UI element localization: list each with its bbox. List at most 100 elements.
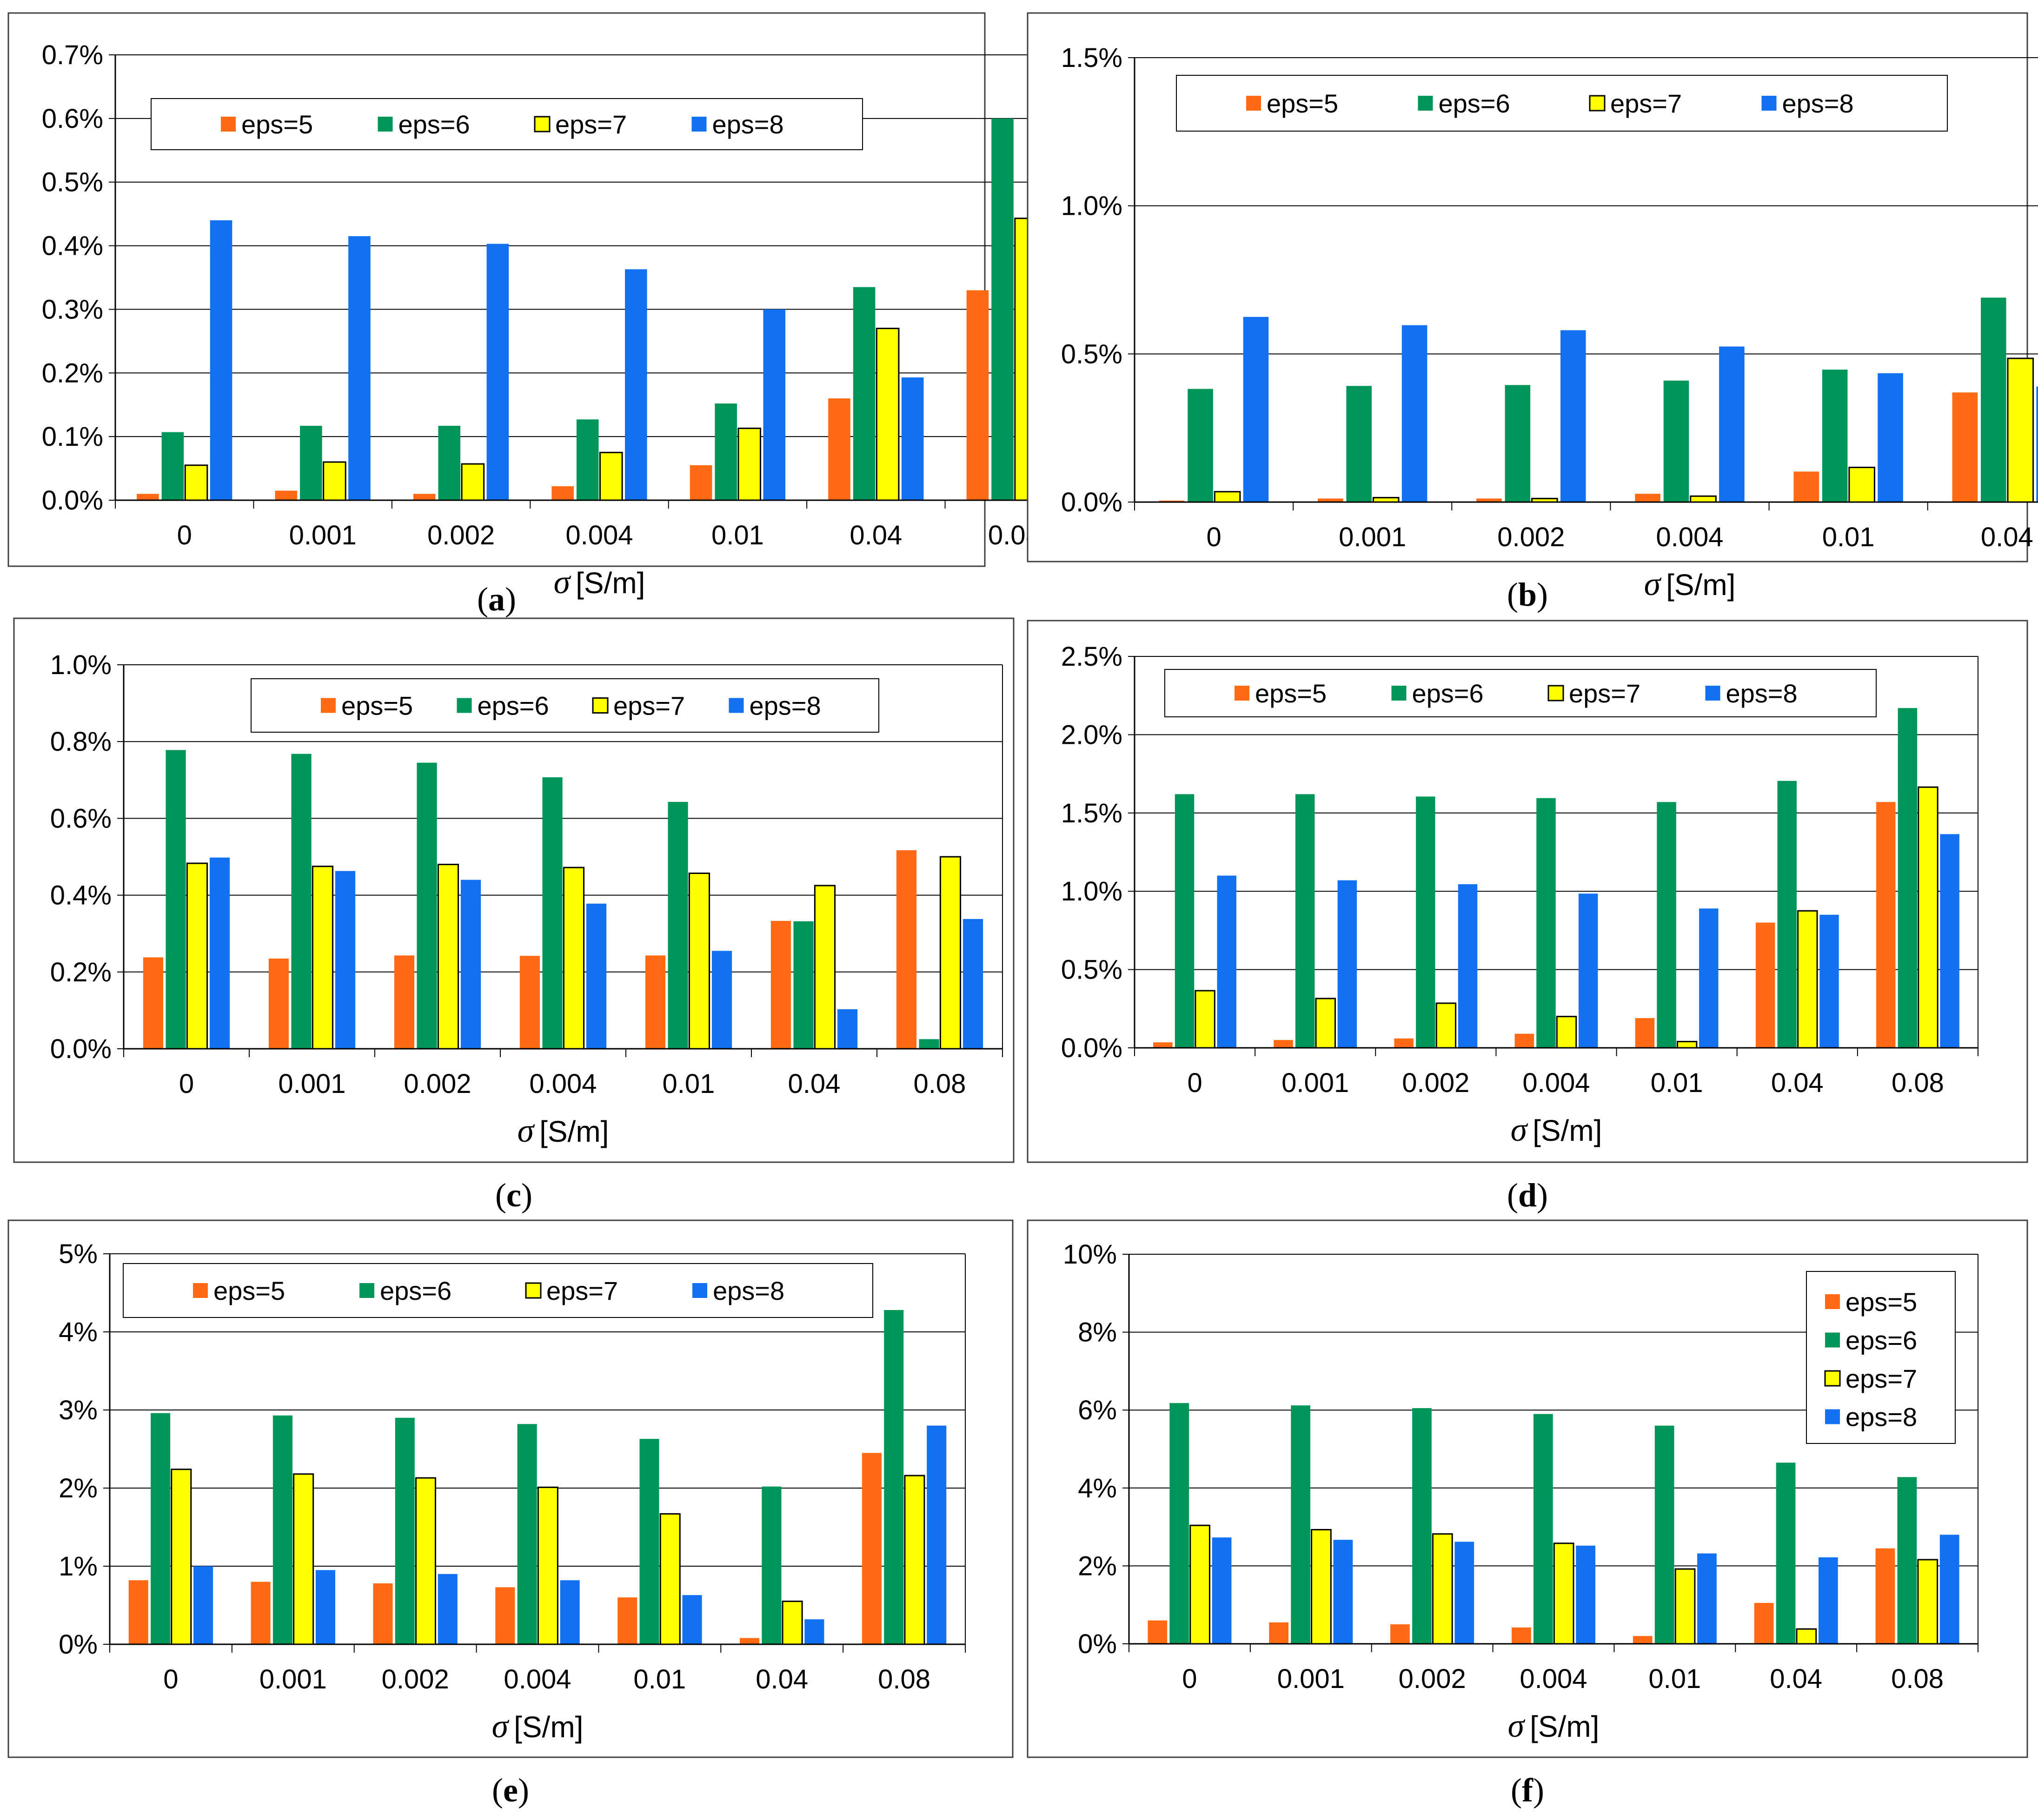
bar-eps6-0.002	[417, 762, 437, 1049]
bar-eps6-0.04	[793, 921, 814, 1049]
y-tick-label: 0.6%	[42, 104, 103, 134]
legend: eps=5 eps=6 eps=7 eps=8	[1164, 669, 1877, 717]
bar-eps8-0	[1243, 317, 1269, 502]
bar-eps7-0	[184, 464, 208, 501]
bar-eps8-0.004	[1576, 1545, 1595, 1644]
y-tick-label: 0.6%	[50, 803, 112, 834]
panel-letter: f	[1522, 1772, 1533, 1809]
x-tick-label: 0.001	[278, 1069, 345, 1099]
y-tick-label: 6%	[1078, 1395, 1117, 1425]
bar-eps6-0.001	[1295, 794, 1315, 1048]
bar-eps8-0.001	[335, 871, 356, 1049]
x-tick-label: 0.001	[1339, 522, 1406, 552]
bar-eps7-0.04	[782, 1601, 803, 1645]
x-tick-label: 0.04	[788, 1069, 841, 1099]
bar-eps8-0.01	[1699, 908, 1719, 1048]
y-tick-label: 0%	[1078, 1629, 1117, 1659]
legend-swatch-eps7	[1589, 95, 1606, 112]
panel-paren-close: )	[505, 581, 516, 618]
bar-eps5-0.04	[770, 920, 791, 1049]
bar-eps8-0.08	[1939, 1535, 1959, 1644]
legend-swatch-eps5	[1235, 686, 1249, 701]
x-axis-symbol: σ	[1508, 1707, 1526, 1744]
x-axis-label: σ [S/m]	[492, 1707, 584, 1745]
bar-eps5-0.01	[1633, 1636, 1653, 1644]
bar-eps5-0.01	[617, 1597, 637, 1644]
bar-eps6-0.004	[517, 1424, 537, 1644]
bar-eps5-0.001	[1274, 1040, 1293, 1048]
bar-eps7-0.001	[293, 1473, 314, 1645]
bar-eps5-0.001	[251, 1582, 271, 1644]
legend-label: eps=8	[1845, 1403, 1917, 1432]
bar-eps5-0.002	[373, 1583, 393, 1644]
y-tick-label: 0.8%	[50, 727, 112, 757]
panel-paren-close: )	[521, 1177, 532, 1214]
bar-eps7-0.01	[688, 873, 710, 1050]
bar-eps7-0.002	[415, 1477, 437, 1645]
panel-letter: b	[1518, 576, 1537, 613]
bar-eps6-0.001	[291, 754, 312, 1049]
legend-swatch-eps6	[1825, 1332, 1840, 1348]
y-tick-label: 8%	[1078, 1317, 1117, 1348]
bar-eps6-0.01	[1654, 1425, 1674, 1644]
bar-eps6-0	[161, 432, 184, 500]
y-tick-label: 2%	[59, 1473, 98, 1503]
x-tick-label: 0.004	[504, 1664, 571, 1694]
y-tick-label: 4%	[1078, 1473, 1117, 1503]
x-tick-label: 0.002	[1399, 1664, 1466, 1694]
bar-eps5-0.004	[1514, 1033, 1534, 1048]
bar-eps5-0.001	[1269, 1622, 1289, 1644]
y-tick-label: 0.0%	[1061, 1033, 1122, 1063]
bar-eps8-0.04	[837, 1009, 858, 1049]
panel-letter: c	[506, 1177, 521, 1214]
x-axis-symbol: σ	[1511, 1111, 1528, 1148]
bar-eps6-0.001	[272, 1415, 292, 1644]
bar-eps7-0	[1214, 491, 1241, 503]
bar-eps7-0.08	[904, 1475, 925, 1645]
panel-paren-open: (	[1507, 576, 1518, 613]
legend-label: eps=8	[1726, 679, 1798, 708]
bar-eps7-0.002	[437, 864, 459, 1050]
bar-eps7-0.001	[1315, 998, 1336, 1049]
bar-eps8-0.01	[763, 309, 786, 500]
bar-eps6-0.01	[1822, 370, 1848, 502]
bar-eps8-0	[210, 220, 232, 500]
legend: eps=5 eps=6 eps=7 eps=8	[151, 98, 863, 150]
bar-eps6-0.002	[438, 425, 461, 500]
panel-label: (c)	[495, 1177, 532, 1214]
y-tick-label: 0.3%	[42, 294, 103, 324]
bar-eps7-0.08	[1917, 1559, 1938, 1645]
bar-eps5-0.004	[519, 956, 540, 1049]
bar-eps8-0.001	[1333, 1540, 1353, 1644]
legend-label: eps=7	[613, 691, 685, 721]
y-tick-label: 0.2%	[50, 957, 112, 987]
bar-eps6-0.001	[300, 425, 322, 500]
panel-paren-open: (	[477, 581, 488, 618]
legend-label: eps=7	[555, 110, 627, 139]
bar-eps8-0.08	[963, 919, 983, 1049]
bar-eps6-0.002	[1416, 796, 1435, 1048]
bar-eps7-0	[171, 1469, 192, 1645]
x-axis-label: σ [S/m]	[1508, 1707, 1600, 1744]
chart-panel-d: 0.0% 0.5% 1.0% 1.5% 2.0% 2.5% 0 0.001 0.002 0.004…	[1027, 620, 2028, 1214]
legend: eps=5 eps=6 eps=7 eps=8	[251, 678, 879, 733]
y-tick-label: 1.0%	[1061, 876, 1122, 907]
y-tick-label: 0.5%	[1061, 955, 1122, 985]
x-tick-label: 0.04	[756, 1664, 808, 1694]
bar-eps6-0.004	[1536, 798, 1556, 1048]
legend-swatch-eps6	[1418, 96, 1433, 111]
bar-eps5-0.002	[1390, 1624, 1410, 1644]
y-tick-label: 0.4%	[50, 880, 112, 911]
legend-box	[151, 98, 863, 150]
bar-eps5-0	[143, 957, 164, 1049]
legend: eps=5 eps=6 eps=7 eps=8	[123, 1263, 873, 1318]
x-axis-unit: [S/m]	[1666, 568, 1735, 602]
bar-eps8-0.002	[1458, 884, 1478, 1048]
bar-eps8-0.004	[625, 269, 647, 500]
bar-eps8-0.002	[1454, 1542, 1474, 1644]
x-tick-label: 0.002	[1402, 1068, 1469, 1098]
bar-eps8-0.04	[804, 1619, 824, 1644]
y-tick-label: 2.5%	[1061, 642, 1122, 672]
legend-swatch-eps8	[1761, 96, 1777, 111]
